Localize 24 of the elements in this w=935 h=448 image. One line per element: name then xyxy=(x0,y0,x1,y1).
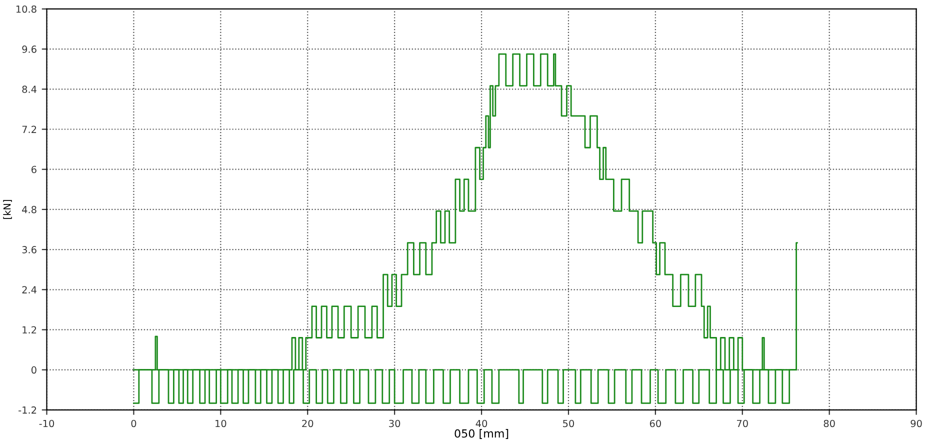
y-tick-label: 1.2 xyxy=(22,326,36,334)
y-tick-label: 7.2 xyxy=(22,126,36,133)
x-tick-label: 50 xyxy=(563,420,574,428)
y-tick-label: 8.4 xyxy=(22,86,36,93)
x-tick-label: 90 xyxy=(910,420,922,428)
x-tick-label: 30 xyxy=(389,420,400,428)
x-tick-label: -10 xyxy=(39,420,54,428)
y-axis-title: [kN] xyxy=(3,200,12,219)
x-axis-title: 050 [mm] xyxy=(454,429,508,439)
y-tick-label: 0 xyxy=(31,366,36,374)
y-tick-label: 2.4 xyxy=(22,286,36,294)
y-tick-label: 3.6 xyxy=(22,246,36,254)
x-tick-label: 20 xyxy=(302,420,314,428)
x-tick-label: 10 xyxy=(216,420,226,428)
y-tick-label: 4.8 xyxy=(22,206,36,214)
x-tick-label: 70 xyxy=(737,420,748,428)
y-tick-label: 6 xyxy=(32,166,36,174)
y-tick-label: 9.6 xyxy=(22,46,36,53)
x-tick-label: 40 xyxy=(476,420,488,428)
x-tick-label: 0 xyxy=(131,420,136,428)
x-tick-label: 80 xyxy=(824,420,835,428)
y-tick-label: -1.2 xyxy=(18,406,36,414)
y-tick-label: 10.8 xyxy=(16,5,36,13)
x-tick-label: 60 xyxy=(650,420,661,428)
